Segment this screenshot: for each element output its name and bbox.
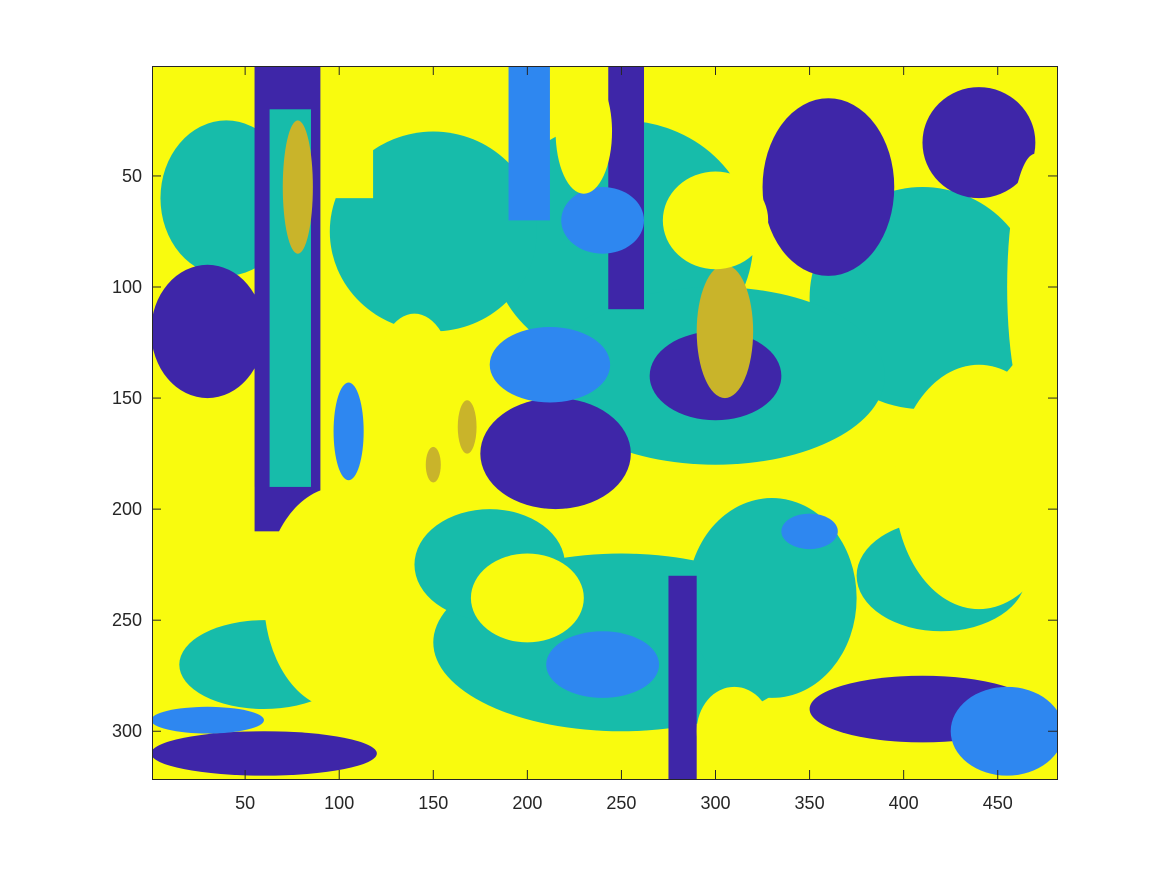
y-tick-label: 200 <box>112 499 142 519</box>
heatmap-region-41 <box>376 313 453 439</box>
heatmap-region-42 <box>470 553 584 643</box>
heatmap-region-28 <box>152 706 264 734</box>
heatmap-region-40 <box>662 171 769 270</box>
heatmap-region-29 <box>781 513 838 550</box>
heatmap-region-17 <box>152 264 264 399</box>
heatmap-region-16 <box>152 731 377 776</box>
y-tick-label: 50 <box>122 166 142 186</box>
heatmap-region-14 <box>922 87 1036 199</box>
axes-box <box>152 66 1058 780</box>
heatmap-region-32 <box>457 400 477 454</box>
heatmap-region-26 <box>561 187 645 254</box>
heatmap-region-31 <box>282 120 313 254</box>
heatmap-region-34 <box>329 66 374 199</box>
heatmap-region-27 <box>333 382 364 481</box>
heatmap-region-20 <box>608 66 645 310</box>
heatmap-region-23 <box>508 66 550 221</box>
image-layer <box>152 66 1057 779</box>
heatmap-region-25 <box>950 686 1057 776</box>
x-tick-label: 50 <box>235 793 255 813</box>
tick-layer <box>152 66 1057 779</box>
y-tick-label: 150 <box>112 388 142 408</box>
x-tick-label: 300 <box>700 793 730 813</box>
heatmap-region-4 <box>329 131 537 332</box>
heatmap-region-43 <box>696 686 772 776</box>
y-tick-label: 100 <box>112 277 142 297</box>
heatmap-region-30 <box>696 264 754 399</box>
y-tick-label: 250 <box>112 610 142 630</box>
heatmap-region-13 <box>762 98 895 276</box>
heatmap-region-33 <box>425 446 441 483</box>
heatmap-region-12 <box>480 398 631 510</box>
heatmap-region-19 <box>668 575 697 779</box>
heatmap-region-24 <box>546 631 660 698</box>
x-tick-label: 450 <box>983 793 1013 813</box>
y-tick-label: 300 <box>112 721 142 741</box>
tick-label-layer: 50 100 150 200 250 300 350 400 450 50 100 150 200 250… <box>112 166 1013 813</box>
heatmap-region-35 <box>152 486 255 621</box>
heatmap-region-22 <box>489 326 611 403</box>
heatmap-region-37 <box>894 364 1057 610</box>
x-tick-label: 200 <box>512 793 542 813</box>
x-tick-label: 350 <box>795 793 825 813</box>
heatmap-region-39 <box>555 69 613 194</box>
x-tick-label: 100 <box>324 793 354 813</box>
x-tick-label: 150 <box>418 793 448 813</box>
heatmap-region-36 <box>263 486 415 710</box>
x-tick-label: 400 <box>889 793 919 813</box>
heatmap-region-38 <box>1007 153 1057 421</box>
x-tick-label: 250 <box>606 793 636 813</box>
